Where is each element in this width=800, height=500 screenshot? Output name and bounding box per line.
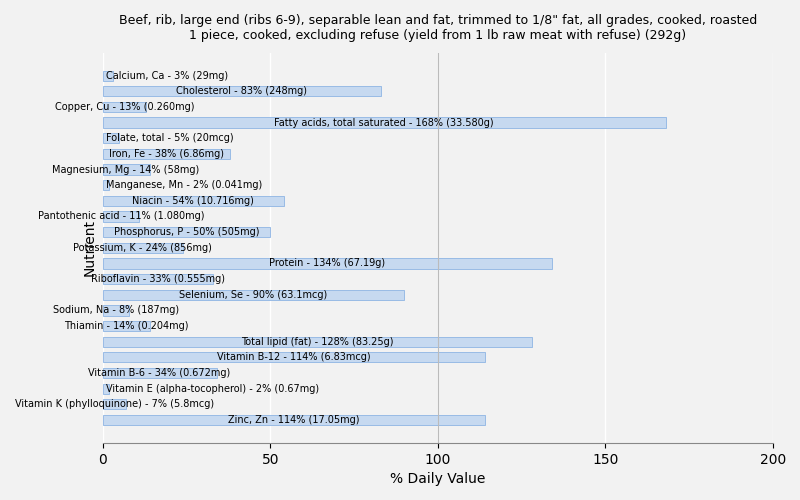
Bar <box>102 321 150 331</box>
Bar <box>102 180 110 190</box>
Text: Folate, total - 5% (20mcg): Folate, total - 5% (20mcg) <box>106 133 234 143</box>
Text: Zinc, Zn - 114% (17.05mg): Zinc, Zn - 114% (17.05mg) <box>228 415 359 425</box>
Text: Niacin - 54% (10.716mg): Niacin - 54% (10.716mg) <box>132 196 254 206</box>
Bar <box>102 336 532 347</box>
Text: Protein - 134% (67.19g): Protein - 134% (67.19g) <box>269 258 386 268</box>
Text: Copper, Cu - 13% (0.260mg): Copper, Cu - 13% (0.260mg) <box>54 102 194 112</box>
Bar <box>102 352 485 362</box>
Bar <box>102 133 119 143</box>
Text: Vitamin B-6 - 34% (0.672mg): Vitamin B-6 - 34% (0.672mg) <box>89 368 230 378</box>
Text: Fatty acids, total saturated - 168% (33.580g): Fatty acids, total saturated - 168% (33.… <box>274 118 494 128</box>
Text: Magnesium, Mg - 14% (58mg): Magnesium, Mg - 14% (58mg) <box>53 164 200 174</box>
Text: Pantothenic acid - 11% (1.080mg): Pantothenic acid - 11% (1.080mg) <box>38 212 204 222</box>
Title: Beef, rib, large end (ribs 6-9), separable lean and fat, trimmed to 1/8" fat, al: Beef, rib, large end (ribs 6-9), separab… <box>118 14 757 42</box>
Bar <box>102 290 404 300</box>
Bar <box>102 306 130 316</box>
Text: Calcium, Ca - 3% (29mg): Calcium, Ca - 3% (29mg) <box>106 70 228 81</box>
Bar <box>102 212 139 222</box>
Bar <box>102 384 110 394</box>
Bar <box>102 274 214 284</box>
Bar <box>102 149 230 159</box>
Text: Vitamin B-12 - 114% (6.83mcg): Vitamin B-12 - 114% (6.83mcg) <box>217 352 370 362</box>
Bar <box>102 164 150 174</box>
Text: Sodium, Na - 8% (187mg): Sodium, Na - 8% (187mg) <box>53 306 179 316</box>
Text: Iron, Fe - 38% (6.86mg): Iron, Fe - 38% (6.86mg) <box>109 149 224 159</box>
Text: Selenium, Se - 90% (63.1mcg): Selenium, Se - 90% (63.1mcg) <box>179 290 327 300</box>
Bar <box>102 400 126 409</box>
Bar <box>102 86 381 97</box>
Bar <box>102 102 146 112</box>
Y-axis label: Nutrient: Nutrient <box>83 220 97 276</box>
Bar <box>102 415 485 425</box>
Text: Total lipid (fat) - 128% (83.25g): Total lipid (fat) - 128% (83.25g) <box>241 336 394 346</box>
Text: Potassium, K - 24% (856mg): Potassium, K - 24% (856mg) <box>74 243 212 253</box>
Bar <box>102 196 284 206</box>
Text: Riboflavin - 33% (0.555mg): Riboflavin - 33% (0.555mg) <box>91 274 225 284</box>
X-axis label: % Daily Value: % Daily Value <box>390 472 486 486</box>
Bar <box>102 258 552 268</box>
Text: Vitamin K (phylloquinone) - 7% (5.8mcg): Vitamin K (phylloquinone) - 7% (5.8mcg) <box>14 400 214 409</box>
Text: Phosphorus, P - 50% (505mg): Phosphorus, P - 50% (505mg) <box>114 227 259 237</box>
Bar <box>102 368 217 378</box>
Bar <box>102 242 183 253</box>
Text: Cholesterol - 83% (248mg): Cholesterol - 83% (248mg) <box>176 86 307 97</box>
Text: Manganese, Mn - 2% (0.041mg): Manganese, Mn - 2% (0.041mg) <box>106 180 262 190</box>
Bar <box>102 70 113 81</box>
Text: Vitamin E (alpha-tocopherol) - 2% (0.67mg): Vitamin E (alpha-tocopherol) - 2% (0.67m… <box>106 384 319 394</box>
Bar <box>102 227 270 237</box>
Bar <box>102 118 666 128</box>
Text: Thiamin - 14% (0.204mg): Thiamin - 14% (0.204mg) <box>64 321 188 331</box>
